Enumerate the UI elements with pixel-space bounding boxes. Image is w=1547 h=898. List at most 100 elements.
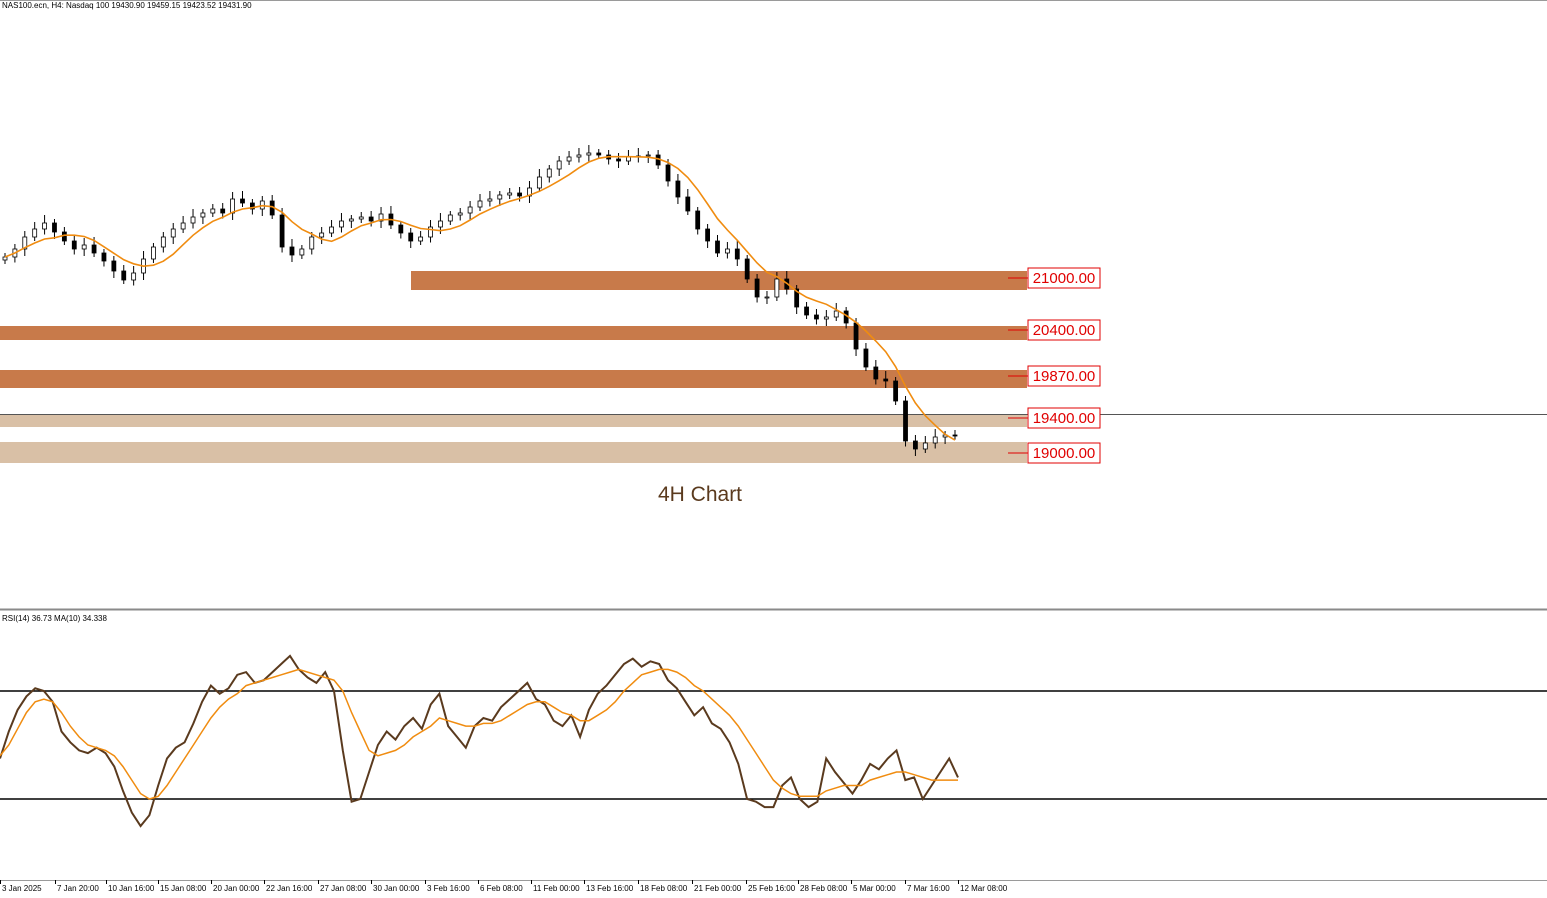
candle-body	[873, 366, 879, 380]
candle-body	[101, 252, 107, 262]
candle-body	[289, 246, 295, 256]
candle-body	[675, 180, 681, 198]
candle-body	[764, 296, 770, 299]
level-label-box-21000	[1027, 267, 1101, 289]
candle-body	[566, 156, 572, 162]
candle-body	[378, 213, 384, 222]
level-label-19400: 19400.00	[1033, 410, 1096, 427]
candle-body	[952, 434, 958, 437]
candle-body	[71, 240, 77, 250]
level-label-20400: 20400.00	[1033, 322, 1096, 339]
x-tick-label: 12 Mar 08:00	[960, 884, 1008, 893]
candle-body	[546, 168, 552, 178]
candle-body	[398, 224, 404, 234]
x-tick-label: 25 Feb 16:00	[748, 884, 796, 893]
candle-body	[279, 214, 285, 248]
candle-body	[576, 154, 582, 158]
candle-body	[586, 152, 592, 156]
candle-body	[2, 256, 8, 261]
candle-body	[32, 228, 38, 238]
candle-body	[368, 216, 374, 222]
candle-body	[210, 208, 216, 214]
candle-body	[319, 232, 325, 238]
x-tick-label: 21 Feb 00:00	[694, 884, 742, 893]
sr-zone-19870	[0, 370, 1027, 388]
level-label-19000: 19000.00	[1033, 445, 1096, 462]
level-label-box-20400	[1027, 319, 1101, 341]
x-tick-label: 20 Jan 00:00	[213, 884, 260, 893]
candle-body	[814, 314, 819, 320]
candle-body	[724, 248, 730, 254]
x-tick-label: 18 Feb 08:00	[640, 884, 688, 893]
candle-body	[734, 248, 740, 260]
x-tick-label: 5 Mar 00:00	[853, 884, 896, 893]
candle-body	[447, 214, 453, 222]
symbol-info: NAS100.ecn, H4: Nasdaq 100 19430.90 1945…	[2, 1, 252, 10]
candle-body	[131, 272, 137, 281]
candle-body	[42, 222, 47, 230]
candle-body	[121, 270, 127, 281]
rsi-moving-average	[0, 668, 958, 800]
x-tick-label: 30 Jan 00:00	[373, 884, 420, 893]
candle-body	[507, 192, 513, 196]
candle-body	[408, 232, 414, 242]
level-label-box-19870	[1027, 365, 1101, 387]
candle-body	[200, 212, 206, 218]
candle-body	[180, 222, 186, 230]
candle-body	[645, 154, 651, 157]
candle-body	[348, 218, 354, 222]
candle-body	[893, 380, 899, 402]
candle-body	[170, 228, 176, 238]
x-tick-label: 11 Feb 00:00	[533, 884, 580, 893]
candle-body	[517, 192, 522, 197]
candle-body	[665, 164, 671, 182]
sr-zone-19000	[0, 442, 1027, 463]
candle-body	[151, 246, 156, 260]
candle-body	[339, 220, 344, 228]
x-tick-label: 6 Feb 08:00	[480, 884, 523, 893]
price-moving-average	[4, 155, 956, 441]
candle-body	[744, 258, 750, 280]
candle-body	[438, 220, 443, 228]
x-tick-label: 15 Jan 08:00	[160, 884, 207, 893]
candle-body	[467, 206, 473, 214]
candle-body	[329, 226, 334, 234]
candle-body	[497, 194, 503, 200]
candle-body	[52, 222, 57, 233]
candle-body	[418, 236, 424, 242]
candle-body	[309, 236, 315, 250]
candle-body	[190, 216, 196, 224]
x-tick-label: 10 Jan 16:00	[108, 884, 155, 893]
x-tick-label: 22 Jan 16:00	[266, 884, 313, 893]
candle-body	[626, 156, 631, 162]
candle-body	[883, 378, 889, 382]
candle-body	[111, 260, 117, 272]
candle-body	[913, 440, 918, 450]
x-tick-label: 3 Feb 16:00	[427, 884, 470, 893]
candle-body	[536, 176, 542, 189]
candle-body	[22, 236, 28, 250]
candle-body	[299, 248, 305, 256]
candle-body	[91, 244, 97, 254]
x-tick-label: 27 Jan 08:00	[320, 884, 367, 893]
rsi-line	[0, 654, 959, 828]
level-label-21000: 21000.00	[1033, 270, 1096, 287]
candle-body	[61, 231, 67, 242]
candle-body	[685, 196, 691, 212]
x-tick-label: 28 Feb 08:00	[800, 884, 848, 893]
x-tick-label: 3 Jan 2025	[2, 884, 42, 893]
candle-body	[596, 152, 602, 156]
candle-body	[556, 160, 562, 170]
rsi-info: RSI(14) 36.73 MA(10) 34.338	[2, 614, 107, 623]
level-label-box-19400	[1027, 407, 1101, 429]
candle-body	[428, 226, 433, 238]
candle-body	[804, 306, 809, 316]
candle-body	[81, 244, 87, 250]
candle-body	[616, 158, 621, 162]
candle-body	[477, 200, 483, 208]
candle-body	[853, 322, 859, 350]
sr-zone-20400	[0, 326, 1027, 340]
x-tick-label: 13 Feb 16:00	[586, 884, 634, 893]
